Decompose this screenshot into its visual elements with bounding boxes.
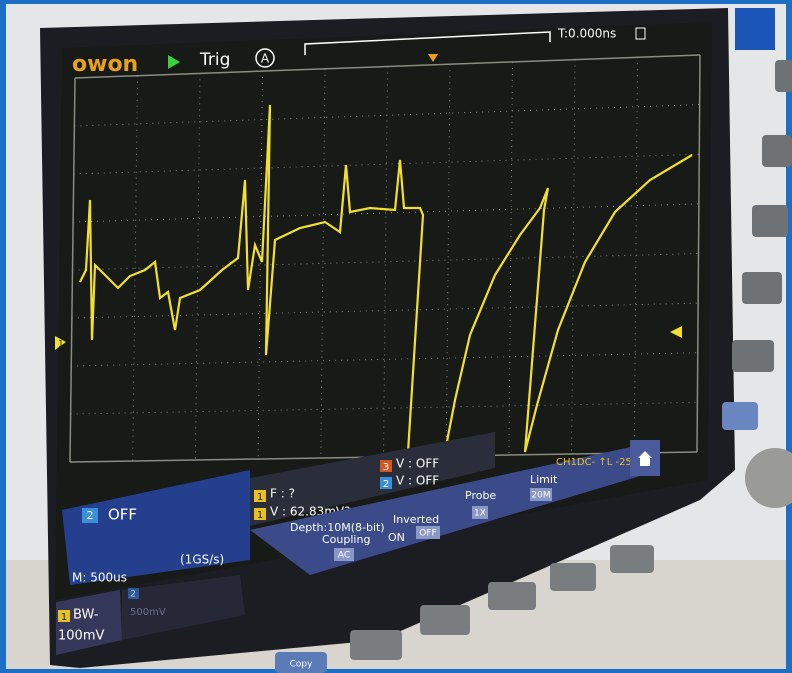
grid-line	[74, 104, 700, 127]
run-icon	[168, 55, 180, 69]
ch1-scale-panel	[56, 590, 122, 655]
coupling-box[interactable]	[334, 548, 354, 561]
sample-rate: (1GS/s)	[180, 553, 224, 567]
probe-label[interactable]: Probe	[465, 489, 496, 502]
knob[interactable]	[745, 448, 792, 508]
menu-button[interactable]	[722, 402, 758, 430]
lock-icon	[635, 27, 646, 40]
ch2-scale: 500mV	[130, 607, 166, 618]
ch2b-badge	[380, 477, 392, 489]
menu-bar	[250, 445, 660, 575]
limit-label[interactable]: Limit	[530, 473, 558, 486]
run-state: Trig	[199, 50, 230, 70]
f-badge	[254, 490, 266, 502]
grid-line	[74, 54, 701, 79]
grid-line	[696, 54, 701, 453]
softkey[interactable]	[350, 630, 402, 660]
ch2-badge	[82, 508, 98, 523]
ch1-waveform	[79, 104, 693, 454]
limit-box[interactable]	[530, 488, 552, 501]
ch3-number: 3	[383, 462, 389, 473]
ch1-number: 1	[61, 612, 67, 623]
ch1-marker	[55, 336, 66, 350]
side-button[interactable]	[762, 135, 792, 167]
ch2-scale-badge	[128, 588, 139, 599]
softkey[interactable]	[550, 563, 596, 591]
f-badge-number: 1	[257, 492, 263, 503]
grid-line	[71, 352, 698, 367]
grid	[69, 54, 701, 463]
inverted-on[interactable]: ON	[388, 531, 405, 544]
ch3-voltage: V : OFF	[396, 457, 439, 471]
grid-line	[320, 68, 326, 459]
depth: Depth:10M(8-bit)	[290, 521, 385, 534]
side-button[interactable]	[742, 272, 782, 304]
trigger-mode-ring	[255, 48, 275, 68]
ch2-number: 2	[87, 509, 94, 522]
ch2-status: OFF	[108, 506, 137, 524]
grid-line	[132, 75, 138, 462]
probe-value[interactable]: 1X	[474, 509, 486, 519]
side-button[interactable]	[752, 205, 788, 237]
inverted-off[interactable]: OFF	[419, 529, 436, 539]
v-badge-number: 1	[257, 510, 263, 521]
inverted-label[interactable]: Inverted	[393, 513, 439, 526]
softkey[interactable]	[610, 545, 654, 573]
trigger-position	[428, 54, 438, 62]
v-badge	[254, 508, 266, 520]
ch2-scale-number: 2	[130, 590, 136, 600]
home-icon[interactable]	[638, 451, 652, 466]
ch1-badge	[58, 610, 70, 622]
ch2-panel	[62, 470, 250, 585]
copy-label[interactable]: Copy	[290, 660, 314, 670]
tape	[735, 8, 775, 50]
trigger-level-marker	[670, 326, 682, 338]
grid-line	[73, 153, 700, 175]
frequency: F : ?	[270, 487, 295, 501]
ch1-bandwidth: BW-	[73, 608, 99, 623]
screen	[55, 22, 712, 600]
trigger-mode: A	[261, 52, 270, 66]
side-button[interactable]	[775, 60, 792, 92]
ch1-scale: 100mV	[58, 629, 104, 644]
timebase: M: 500us	[72, 571, 127, 585]
grid-line	[71, 302, 699, 319]
limit-value[interactable]: 20M	[531, 491, 550, 501]
trigger-info: CH1DC- ↑L -250mV	[556, 457, 655, 468]
measure-panel	[250, 432, 495, 526]
ch2-scale-panel	[122, 575, 245, 640]
time-offset: T:0.000ns	[557, 27, 616, 41]
copy-button[interactable]	[275, 652, 327, 673]
ch2-voltage: V : OFF	[396, 474, 439, 488]
ch3-badge	[380, 460, 392, 472]
ch1-marker-label: 1	[58, 340, 64, 350]
side-button[interactable]	[732, 340, 774, 372]
coupling-value[interactable]: AC	[338, 551, 350, 561]
memory-bar	[304, 31, 551, 55]
brand-logo: owon	[72, 52, 138, 77]
coupling-label[interactable]: Coupling	[322, 533, 370, 546]
softkey[interactable]	[488, 582, 536, 610]
side-buttons	[722, 8, 792, 508]
ch2b-number: 2	[383, 479, 389, 490]
inverted-box[interactable]	[416, 526, 440, 539]
probe-box[interactable]	[472, 506, 488, 519]
softkey[interactable]	[420, 605, 470, 635]
softkeys: Copy	[275, 545, 654, 673]
grid-line	[70, 401, 698, 415]
